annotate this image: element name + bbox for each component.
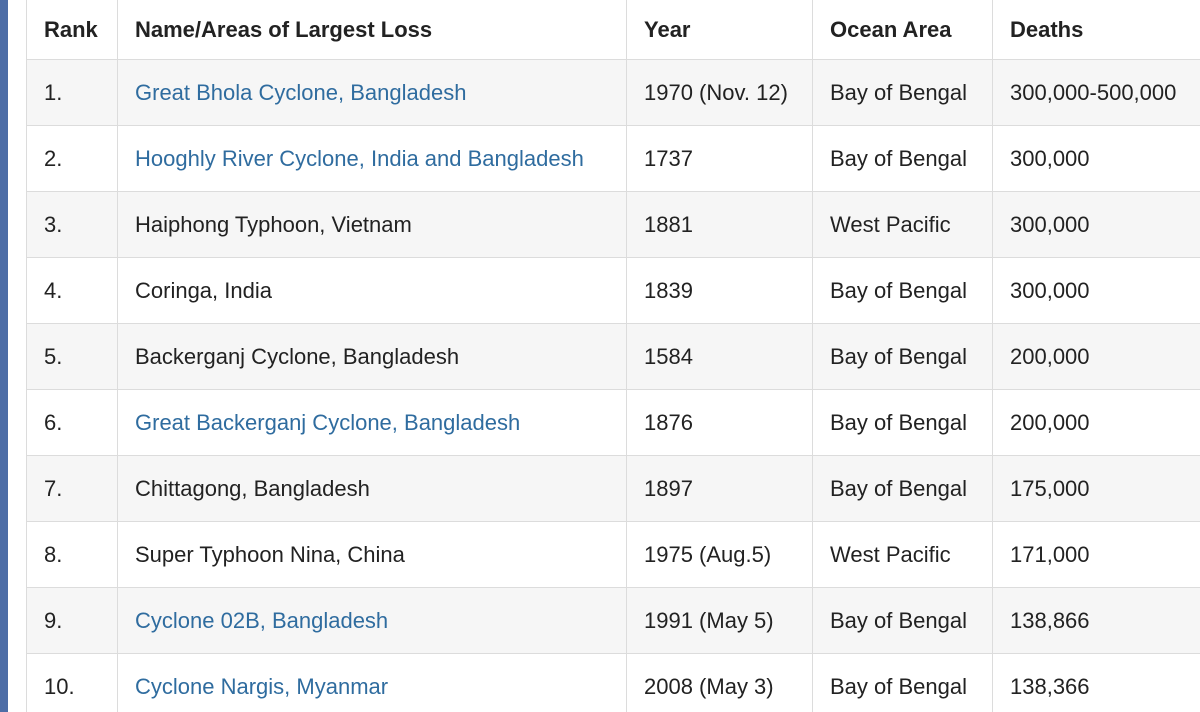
table-cell: Super Typhoon Nina, China <box>117 521 627 588</box>
table-cell: 8. <box>26 521 118 588</box>
table-cell: 7. <box>26 455 118 522</box>
link-cell[interactable]: Cyclone Nargis, Myanmar <box>117 653 627 712</box>
table-cell: West Pacific <box>812 191 993 258</box>
table-cell: 1897 <box>626 455 813 522</box>
table-cell: 2008 (May 3) <box>626 653 813 712</box>
table-cell: 300,000 <box>992 125 1200 192</box>
table-cell: West Pacific <box>812 521 993 588</box>
table-row: 6. Great Backerganj Cyclone, Bangladesh 18… <box>26 389 1200 456</box>
table-cell: 9. <box>26 587 118 654</box>
cyclone-table: Rank Name/Areas of Largest Loss Year Ocean … <box>26 0 1200 712</box>
table-cell: 200,000 <box>992 389 1200 456</box>
table-row: 5. Backerganj Cyclone, Bangladesh 1584 Bay … <box>26 323 1200 390</box>
table-cell: 300,000 <box>992 257 1200 324</box>
table-row: 10. Cyclone Nargis, Myanmar 2008 (May 3) Ba… <box>26 653 1200 712</box>
table-cell: 3. <box>26 191 118 258</box>
table-cell: Haiphong Typhoon, Vietnam <box>117 191 627 258</box>
table-cell: 5. <box>26 323 118 390</box>
table-row: 8. Super Typhoon Nina, China 1975 (Aug.5) W… <box>26 521 1200 588</box>
table-cell: Bay of Bengal <box>812 125 993 192</box>
table-cell: 175,000 <box>992 455 1200 522</box>
table-cell: 1839 <box>626 257 813 324</box>
table-row: 4. Coringa, India 1839 Bay of Bengal 300,000 <box>26 257 1200 324</box>
header-cell: Deaths <box>992 0 1200 60</box>
table-cell: 10. <box>26 653 118 712</box>
table-cell: 138,366 <box>992 653 1200 712</box>
table-cell: Bay of Bengal <box>812 653 993 712</box>
table-row: 9. Cyclone 02B, Bangladesh 1991 (May 5) Bay… <box>26 587 1200 654</box>
header-cell: Ocean Area <box>812 0 993 60</box>
table-cell: 200,000 <box>992 323 1200 390</box>
table-cell: 1970 (Nov. 12) <box>626 59 813 126</box>
side-strip <box>0 0 8 712</box>
table-cell: Bay of Bengal <box>812 257 993 324</box>
table-cell: 1876 <box>626 389 813 456</box>
link-cell[interactable]: Cyclone 02B, Bangladesh <box>117 587 627 654</box>
table-cell: 300,000 <box>992 191 1200 258</box>
table-cell: 2. <box>26 125 118 192</box>
table-cell: 1584 <box>626 323 813 390</box>
header-cell: Rank <box>26 0 118 60</box>
table-cell: 1. <box>26 59 118 126</box>
table-body: 1. Great Bhola Cyclone, Bangladesh 1970 (N… <box>26 59 1200 712</box>
header-cell: Name/Areas of Largest Loss <box>117 0 627 60</box>
table-cell: Bay of Bengal <box>812 455 993 522</box>
link-cell[interactable]: Great Bhola Cyclone, Bangladesh <box>117 59 627 126</box>
header-row: Rank Name/Areas of Largest Loss Year Ocean … <box>26 0 1200 60</box>
table-cell: 138,866 <box>992 587 1200 654</box>
table-cell: Bay of Bengal <box>812 587 993 654</box>
table-cell: Bay of Bengal <box>812 389 993 456</box>
table-cell: 1991 (May 5) <box>626 587 813 654</box>
table-cell: 6. <box>26 389 118 456</box>
table-cell: 1881 <box>626 191 813 258</box>
table-cell: Bay of Bengal <box>812 59 993 126</box>
table-cell: 1975 (Aug.5) <box>626 521 813 588</box>
header-cell: Year <box>626 0 813 60</box>
link-cell[interactable]: Hooghly River Cyclone, India and Banglad… <box>117 125 627 192</box>
table-row: 3. Haiphong Typhoon, Vietnam 1881 West Paci… <box>26 191 1200 258</box>
table-cell: Coringa, India <box>117 257 627 324</box>
table-cell: 1737 <box>626 125 813 192</box>
table-row: 2. Hooghly River Cyclone, India and Bangl… <box>26 125 1200 192</box>
table-cell: 300,000-500,000 <box>992 59 1200 126</box>
table-cell: Bay of Bengal <box>812 323 993 390</box>
table-cell: 4. <box>26 257 118 324</box>
table-cell: Backerganj Cyclone, Bangladesh <box>117 323 627 390</box>
link-cell[interactable]: Great Backerganj Cyclone, Bangladesh <box>117 389 627 456</box>
table-cell: 171,000 <box>992 521 1200 588</box>
table-cell: Chittagong, Bangladesh <box>117 455 627 522</box>
table-container: Rank Name/Areas of Largest Loss Year Ocean … <box>26 0 1200 712</box>
table-row: 1. Great Bhola Cyclone, Bangladesh 1970 (N… <box>26 59 1200 126</box>
table-row: 7. Chittagong, Bangladesh 1897 Bay of Benga… <box>26 455 1200 522</box>
